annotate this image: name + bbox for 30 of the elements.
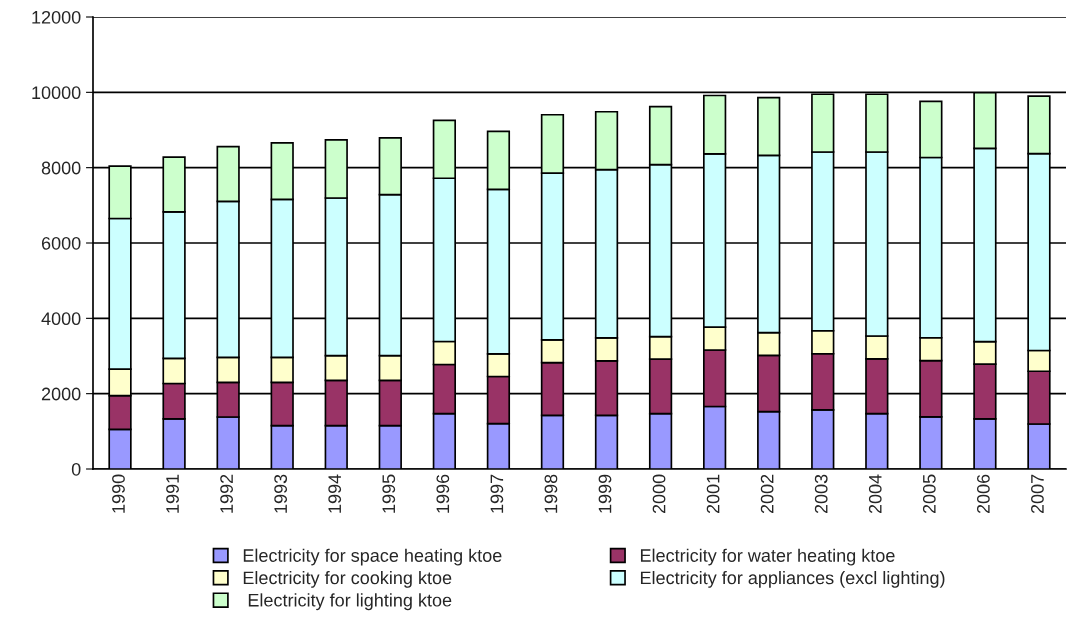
y-tick-label: 12000 bbox=[32, 10, 81, 24]
x-tick-label: 1994 bbox=[328, 474, 342, 513]
x-tick-label: 2004 bbox=[868, 474, 882, 514]
x-tick-label: 2007 bbox=[1031, 474, 1044, 514]
y-tick-label: 4000 bbox=[41, 312, 81, 326]
x-tick-label: 2000 bbox=[652, 474, 666, 514]
y-tick-label: 6000 bbox=[41, 236, 81, 250]
x-tick-label: 1995 bbox=[382, 474, 396, 513]
legend-label: Electricity for water heating ktoe bbox=[640, 548, 895, 566]
x-tick-label: 1991 bbox=[166, 474, 179, 513]
x-tick-label: 1998 bbox=[544, 474, 558, 513]
y-tick-label: 0 bbox=[71, 462, 81, 476]
x-tick-label: 2006 bbox=[976, 474, 990, 514]
y-tick-label: 2000 bbox=[41, 387, 81, 401]
x-tick-label: 1993 bbox=[274, 474, 288, 513]
x-tick-label: 2005 bbox=[922, 474, 936, 514]
x-tick-label: 2002 bbox=[760, 474, 774, 514]
x-tick-label: 2003 bbox=[814, 474, 828, 514]
x-tick-label: 2001 bbox=[706, 474, 720, 514]
x-tick-label: 1996 bbox=[436, 474, 450, 513]
legend-label: Electricity for appliances (excl lighting) bbox=[640, 570, 945, 588]
legend-label: Electricity for lighting ktoe bbox=[248, 593, 452, 611]
x-tick-label: 1997 bbox=[490, 474, 504, 513]
x-tick-label: 1992 bbox=[220, 474, 233, 513]
legend-label: Electricity for space heating ktoe bbox=[243, 548, 502, 566]
x-tick-label: 1990 bbox=[112, 474, 125, 513]
y-tick-label: 10000 bbox=[32, 86, 81, 100]
x-tick-label: 1999 bbox=[598, 474, 612, 513]
legend-label: Electricity for cooking ktoe bbox=[243, 570, 452, 588]
y-tick-label: 8000 bbox=[41, 161, 81, 175]
